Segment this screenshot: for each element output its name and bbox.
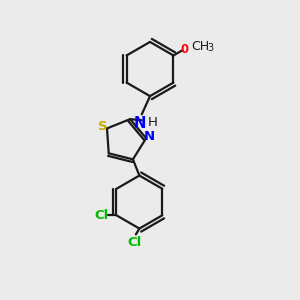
Text: N: N	[144, 130, 155, 143]
Text: S: S	[98, 121, 107, 134]
Text: CH: CH	[191, 40, 209, 53]
Text: H: H	[148, 116, 158, 129]
Text: Cl: Cl	[94, 209, 108, 222]
Text: O: O	[181, 43, 189, 56]
Text: N: N	[134, 116, 146, 131]
Text: Cl: Cl	[127, 236, 141, 249]
Text: 3: 3	[207, 44, 213, 53]
